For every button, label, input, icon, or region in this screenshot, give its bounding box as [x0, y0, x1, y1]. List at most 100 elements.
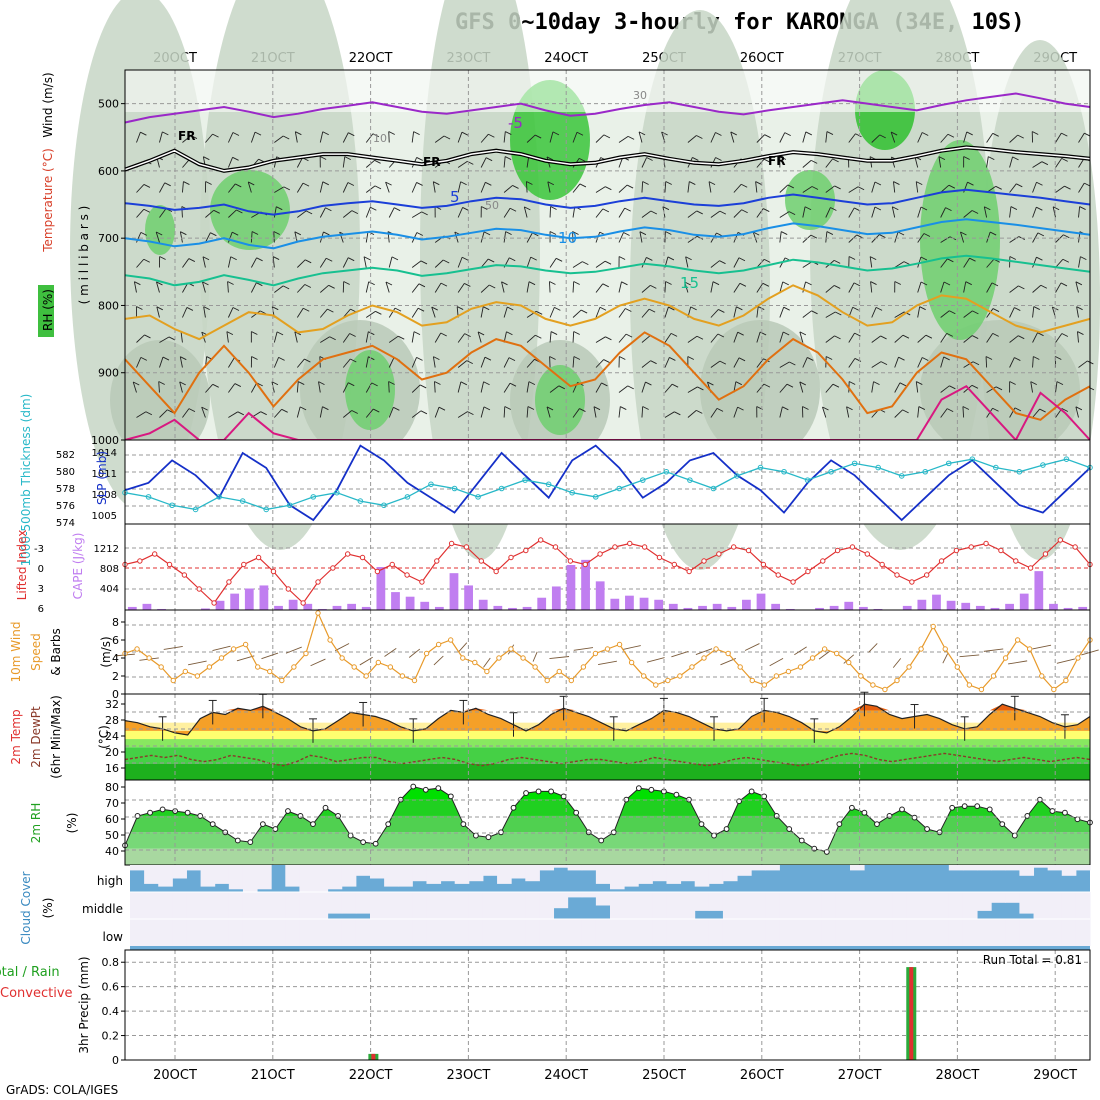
- wind-barb: [595, 208, 604, 218]
- wind-barb: [595, 231, 601, 243]
- wind-barb: [273, 331, 278, 343]
- wind-barb: [891, 206, 896, 218]
- ylabel-minmax-text: (6hr Min/Max): [49, 695, 63, 779]
- wind-barb: [1032, 284, 1042, 293]
- wind-barb: [1055, 282, 1062, 293]
- cloud-gap: [779, 892, 795, 919]
- wind10m-barb: [622, 645, 641, 651]
- cloud-gap: [327, 865, 343, 890]
- wind-barb-feather: [665, 231, 672, 235]
- wind-barb-feather: [276, 331, 284, 336]
- lifted-index-point: [627, 540, 633, 547]
- wind-barb: [641, 181, 644, 193]
- wind-barb: [296, 182, 304, 193]
- wind-barb-feather: [853, 282, 861, 287]
- wind-barb-feather: [133, 381, 140, 386]
- cloud-gap: [1019, 892, 1035, 914]
- thickness-point: [616, 485, 623, 492]
- wind-barb-feather: [1009, 256, 1017, 260]
- wind-barb: [480, 306, 484, 318]
- wind10m-point: [170, 677, 176, 684]
- cloud-gap: [497, 865, 512, 884]
- wind-barb: [503, 382, 511, 393]
- cloud-gap: [454, 919, 470, 946]
- wind-barb-feather: [256, 282, 263, 287]
- lifted-index-tick-label: 6: [38, 604, 44, 615]
- cloud-gap: [384, 865, 399, 887]
- lifted-index-point: [641, 544, 648, 550]
- wind-barb-feather: [294, 231, 302, 236]
- wind10m-barb: [458, 642, 468, 653]
- temp2m-tick-label: 32: [105, 698, 119, 711]
- wind-barb: [1055, 381, 1058, 393]
- wind-barb-feather: [467, 411, 474, 416]
- wind-barb: [1078, 206, 1081, 218]
- wind-barb-feather: [604, 260, 612, 265]
- rh2m-tick-label: 50: [105, 829, 119, 842]
- wind10m-point: [568, 677, 575, 684]
- wind10m-point: [846, 659, 852, 666]
- wind-barb-feather: [856, 234, 863, 239]
- cape-bar: [1019, 593, 1029, 610]
- thickness-point: [734, 473, 740, 479]
- wind-barb-feather: [1075, 281, 1083, 286]
- wind-barb: [802, 186, 813, 193]
- wind-barb-feather: [943, 356, 950, 361]
- cape-bar: [815, 607, 824, 610]
- cloud-gap: [595, 892, 611, 906]
- wind-barb: [986, 156, 989, 168]
- lifted-index-line: [124, 539, 1091, 604]
- wind-barb-feather: [623, 232, 630, 236]
- thickness-point: [781, 468, 787, 475]
- wind-barb-feather: [811, 186, 819, 190]
- lifted-index-point: [211, 600, 217, 606]
- cloud-gap: [948, 919, 964, 946]
- thickness-point: [451, 485, 458, 492]
- wind-barb-feather: [481, 206, 488, 210]
- temp2m-tick-label: 24: [105, 730, 119, 743]
- wind-barb: [296, 358, 305, 368]
- wind-barb-feather: [477, 331, 485, 336]
- wind-barb-feather: [848, 381, 856, 385]
- wind10m-point: [604, 646, 611, 652]
- wind10m-point: [713, 646, 719, 652]
- thickness-point: [640, 477, 646, 483]
- cloud-gap: [440, 919, 456, 946]
- thickness-point: [216, 494, 222, 500]
- wind-barb-feather: [899, 382, 907, 387]
- cloud-gap: [1033, 892, 1049, 919]
- wind-barb: [273, 231, 275, 243]
- wind-barb-feather: [855, 133, 862, 138]
- lifted-index-point: [567, 558, 574, 564]
- wind-barb: [917, 306, 921, 318]
- wind10m-point: [279, 677, 285, 684]
- wind-barb: [986, 258, 995, 268]
- cape-bar: [405, 596, 415, 610]
- wind-barb-feather: [1032, 131, 1039, 135]
- cloud-gap: [257, 865, 272, 890]
- cloud-gap: [694, 865, 710, 887]
- wind-barb-feather: [231, 231, 239, 236]
- wind10m-point: [1063, 677, 1069, 684]
- wind-barb-feather: [764, 258, 771, 263]
- wind-barb: [202, 281, 206, 293]
- cloud-gap: [172, 892, 187, 919]
- wind-barb-feather: [156, 281, 163, 286]
- wind-barb: [319, 131, 324, 143]
- cape-bar: [1063, 607, 1073, 610]
- wind-barb-feather: [576, 131, 584, 136]
- wind-barb: [641, 285, 651, 293]
- wind-barb-feather: [183, 181, 190, 185]
- wind-barb-feather: [530, 256, 537, 261]
- cloud-gap: [652, 865, 667, 882]
- wind-barb: [595, 359, 604, 368]
- lifted-index-point: [137, 558, 143, 564]
- top-date-label: 24OCT: [544, 51, 588, 66]
- wind-barb: [710, 260, 720, 268]
- wind-barb-feather: [388, 131, 395, 135]
- thickness-point: [804, 477, 811, 483]
- cloud-gap: [454, 865, 470, 884]
- wind-barb-feather: [869, 256, 877, 261]
- lifted-index-point: [849, 544, 856, 550]
- wind-barb-feather: [782, 331, 790, 336]
